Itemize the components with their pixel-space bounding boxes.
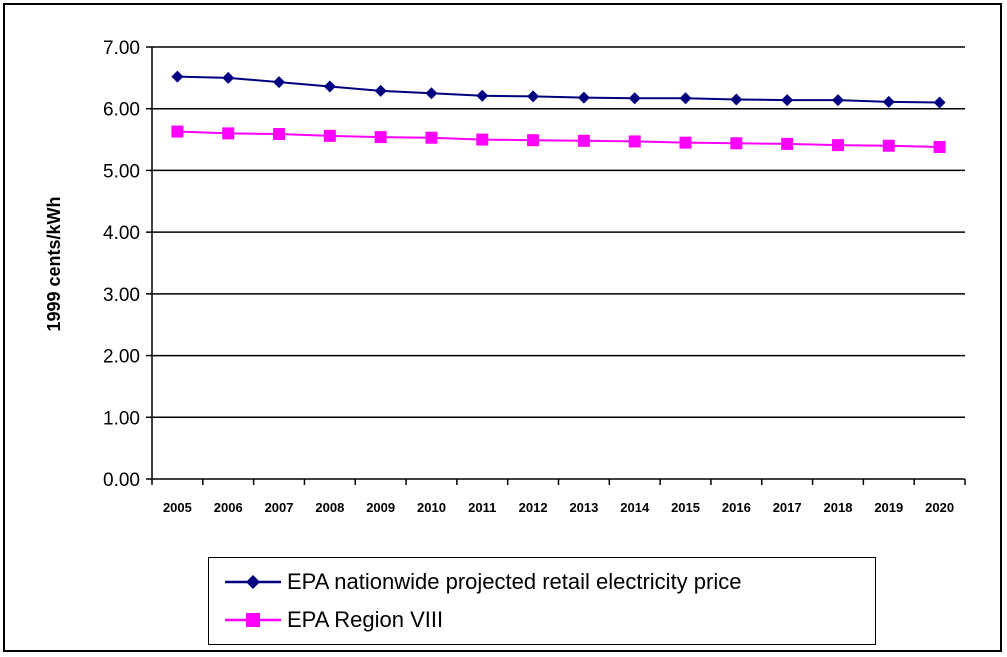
data-point (425, 87, 438, 100)
x-tick-label: 2007 (265, 500, 294, 515)
y-tick-label: 5.00 (103, 161, 140, 182)
y-tick-label: 7.00 (103, 38, 140, 59)
data-point (577, 134, 590, 147)
x-tick-label: 2014 (620, 500, 650, 515)
legend-item-region-viii: EPA Region VIII (225, 605, 443, 635)
data-point (730, 93, 743, 106)
legend-item-nationwide: EPA nationwide projected retail electric… (225, 567, 741, 597)
data-point (273, 128, 286, 141)
x-tick-label: 2018 (824, 500, 853, 515)
data-point (831, 139, 844, 152)
chart-frame (3, 3, 1002, 652)
y-tick-label: 0.00 (103, 470, 140, 491)
y-tick-label: 4.00 (103, 223, 140, 244)
data-point (882, 95, 895, 108)
y-axis-label: 1999 cents/kWh (44, 196, 64, 331)
x-tick-label: 2015 (671, 500, 700, 515)
x-tick-labels: 2005 2006 2007 2008 2009 2010 2011 2012 2013 2014… (163, 500, 954, 515)
data-point (527, 134, 540, 147)
x-tick-label: 2006 (214, 500, 243, 515)
x-tick-label: 2016 (722, 500, 751, 515)
x-tick-label: 2009 (366, 500, 395, 515)
x-tick-label: 2005 (163, 500, 192, 515)
data-point (527, 90, 540, 103)
legend: EPA nationwide projected retail electric… (208, 557, 876, 645)
x-tick-label: 2008 (315, 500, 344, 515)
data-point (628, 92, 641, 105)
data-point (577, 91, 590, 104)
data-point (730, 137, 743, 150)
data-point (273, 76, 286, 89)
data-point (374, 131, 387, 144)
axes (146, 46, 966, 485)
data-point (781, 94, 794, 107)
data-point (323, 80, 336, 93)
x-tick-label: 2019 (874, 500, 903, 515)
series-lines (171, 70, 946, 153)
gridlines (152, 46, 965, 419)
series-line (177, 130, 940, 148)
data-point (323, 129, 336, 142)
data-point (679, 92, 692, 105)
data-point (222, 127, 235, 140)
x-tick-label: 2020 (925, 500, 954, 515)
data-point (374, 84, 387, 97)
series-2 (171, 125, 946, 153)
y-tick-labels: 0.00 1.00 2.00 3.00 4.00 5.00 6.00 7.00 (103, 38, 140, 491)
legend-label-region-viii: EPA Region VIII (287, 607, 444, 632)
data-point (171, 125, 184, 138)
data-point (781, 137, 794, 150)
square-marker-icon (225, 613, 281, 627)
data-point (425, 131, 438, 144)
x-tick-label: 2013 (569, 500, 598, 515)
diamond-marker-icon (225, 575, 281, 589)
x-tick-label: 2011 (468, 500, 496, 515)
data-point (476, 133, 489, 146)
y-tick-label: 3.00 (103, 285, 140, 306)
x-tick-label: 2012 (519, 500, 548, 515)
x-tick-label: 2010 (417, 500, 446, 515)
x-tick-label: 2017 (773, 500, 802, 515)
series-line (177, 75, 940, 104)
data-point (882, 139, 895, 152)
data-point (831, 94, 844, 107)
data-point (933, 140, 946, 153)
data-point (679, 136, 692, 149)
y-tick-label: 6.00 (103, 100, 140, 121)
data-point (933, 96, 946, 109)
legend-label-nationwide: EPA nationwide projected retail electric… (287, 569, 742, 594)
series-1 (171, 70, 946, 109)
data-point (476, 89, 489, 102)
data-point (171, 70, 184, 83)
y-tick-label: 2.00 (103, 347, 140, 368)
data-point (628, 135, 641, 148)
y-tick-label: 1.00 (103, 408, 140, 429)
data-point (222, 71, 235, 84)
